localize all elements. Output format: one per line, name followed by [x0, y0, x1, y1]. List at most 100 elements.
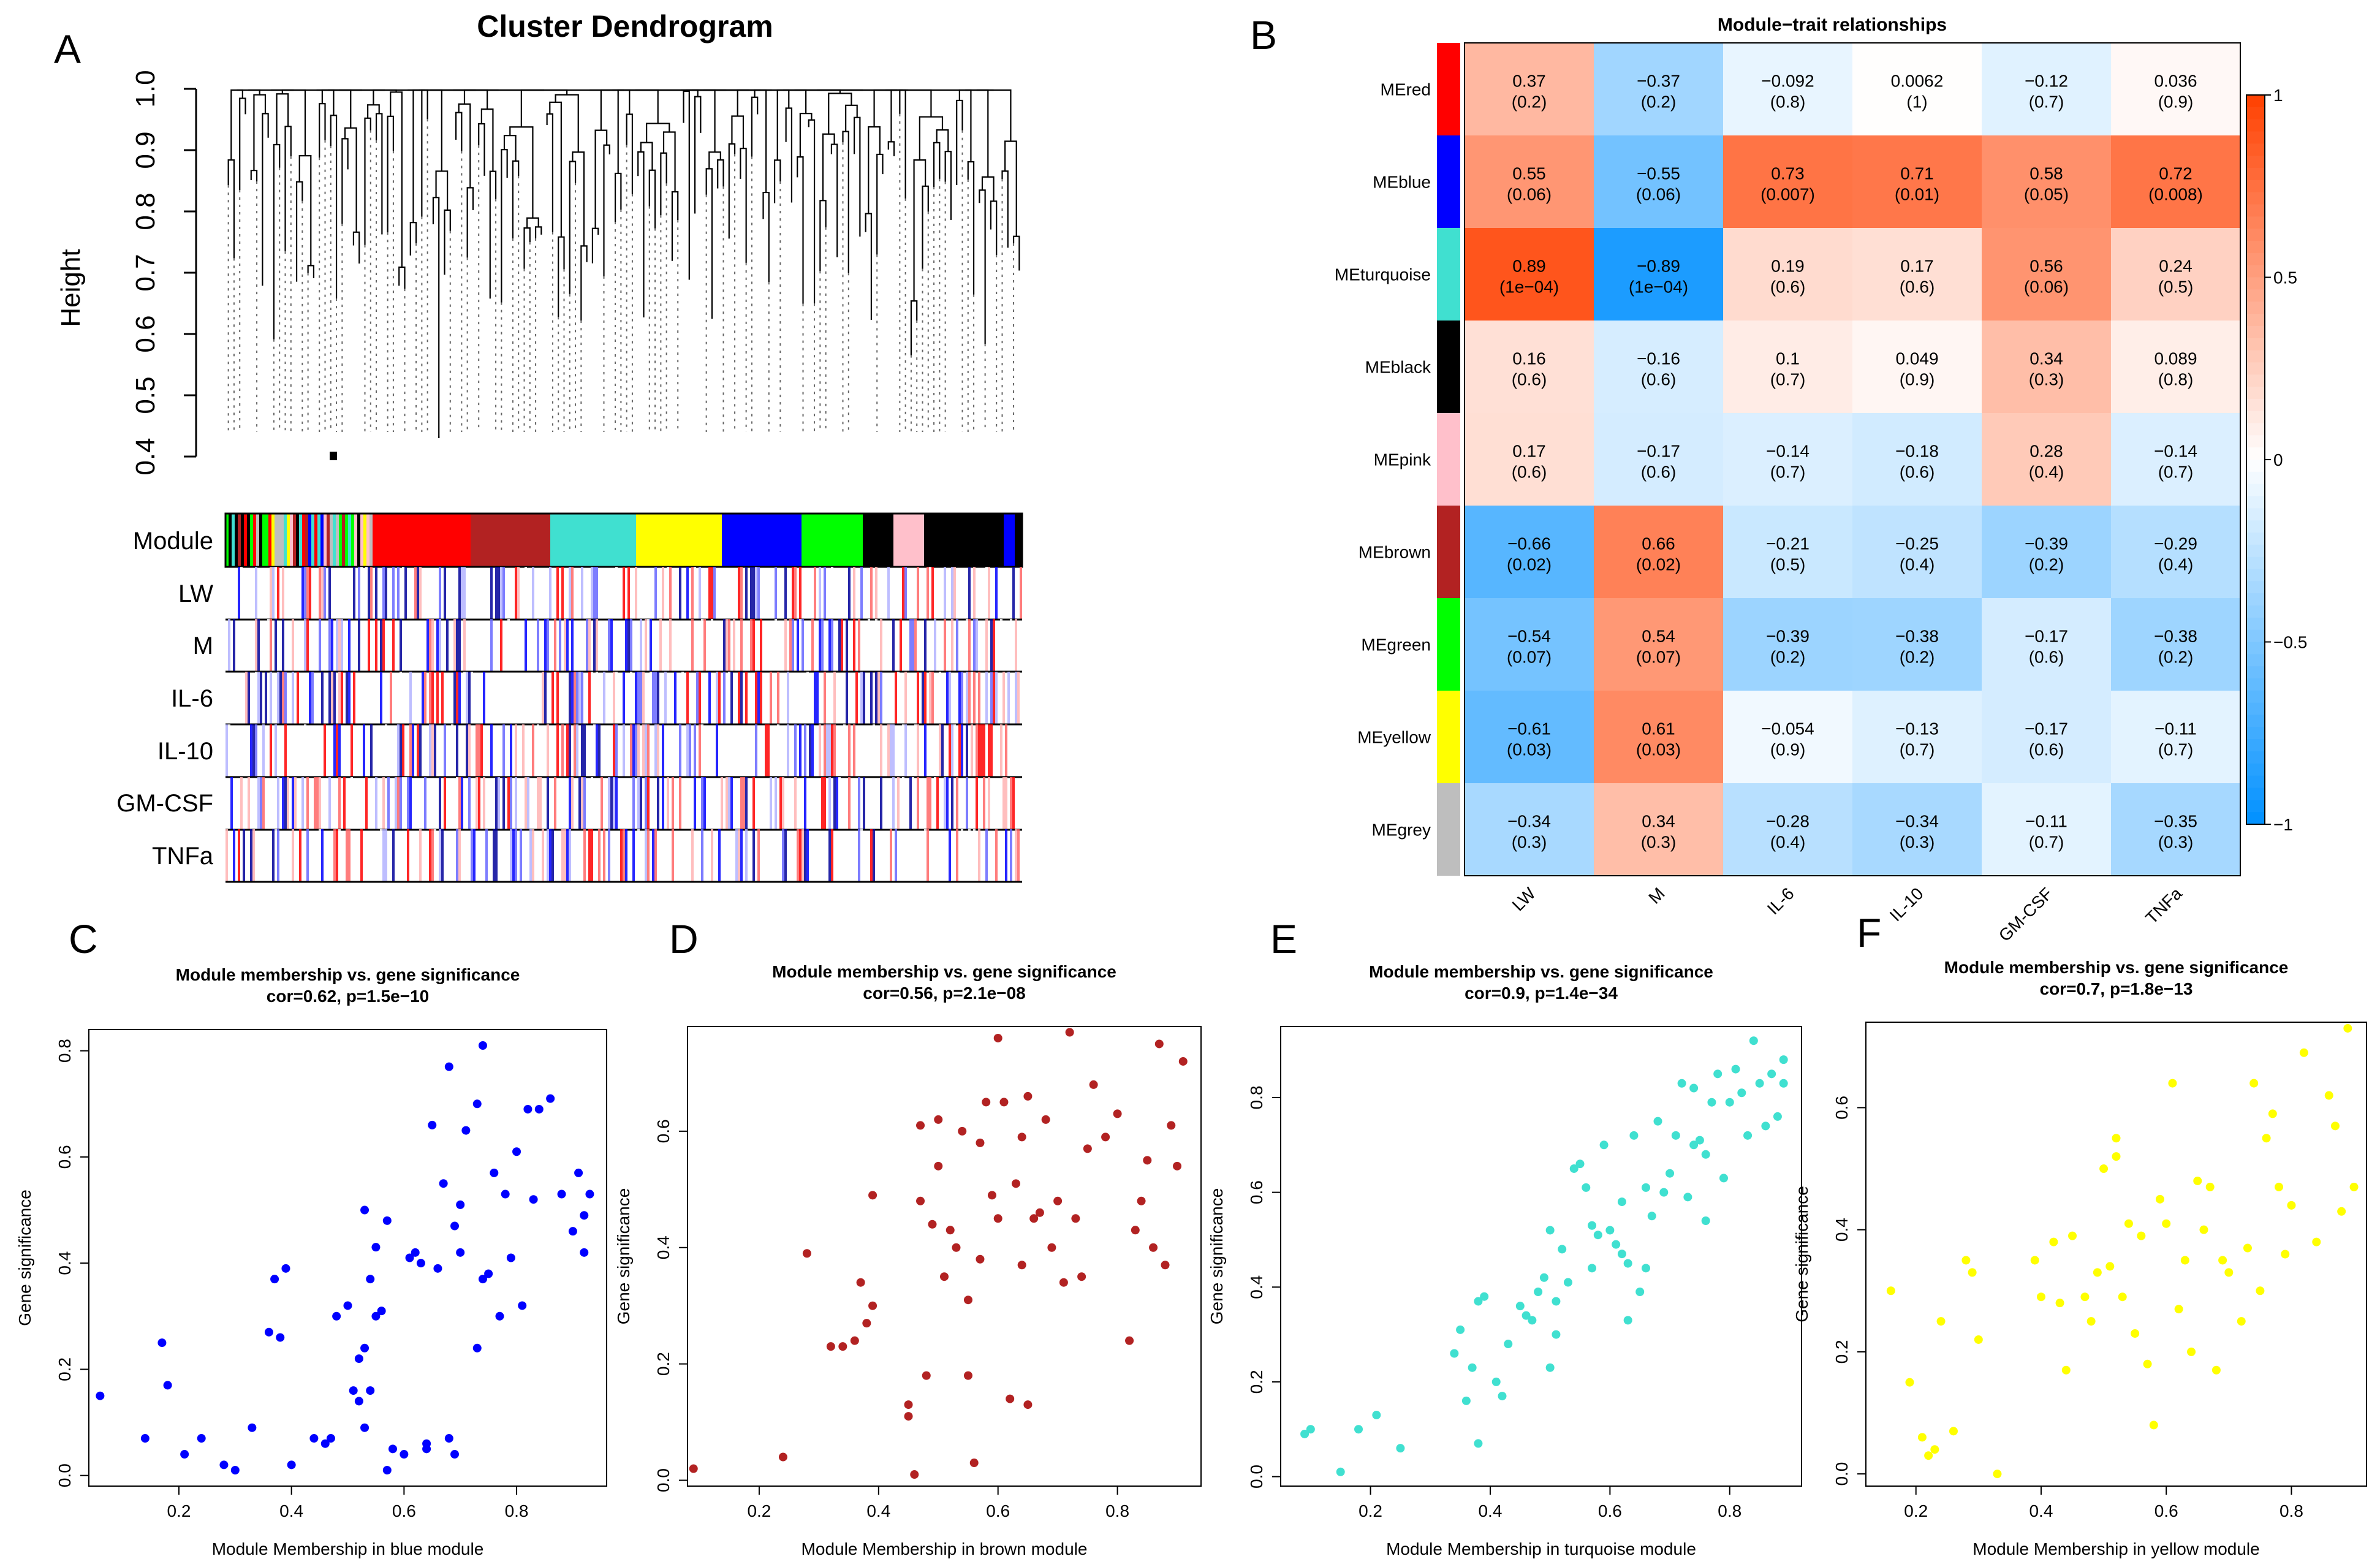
trait-stripe	[392, 619, 395, 672]
scatter-point	[1450, 1349, 1459, 1358]
trait-stripe	[549, 567, 551, 620]
trait-stripe	[238, 829, 240, 882]
dendrogram-branch	[640, 142, 653, 170]
trait-stripe	[365, 777, 368, 830]
trait-stripe	[495, 567, 498, 620]
trait-stripe	[380, 619, 382, 672]
trait-stripe	[576, 724, 578, 777]
scatter-point	[1041, 1115, 1050, 1124]
heatmap-row-label: MEblack	[1365, 358, 1431, 377]
dendrogram-branch	[600, 89, 624, 131]
trait-stripe	[627, 567, 630, 620]
trait-stripe	[802, 619, 804, 672]
y-tick-label: 0.6	[1247, 1180, 1266, 1204]
trait-stripe	[270, 672, 272, 724]
heatmap-cell	[2111, 135, 2240, 228]
scatter-point	[2137, 1231, 2146, 1240]
trait-stripe	[632, 724, 635, 777]
y-tick-label: 0.2	[55, 1357, 74, 1381]
trait-stripe	[453, 619, 456, 672]
trait-stripe	[650, 619, 652, 672]
trait-stripe	[348, 619, 351, 672]
scatter-point	[2256, 1286, 2265, 1296]
scatter-point	[270, 1275, 279, 1284]
scatter-point	[2262, 1134, 2271, 1143]
trait-stripe	[439, 777, 441, 830]
trait-stripe	[537, 619, 539, 672]
trait-stripe	[328, 619, 331, 672]
trait-stripe	[287, 777, 289, 830]
trait-stripe	[615, 567, 618, 620]
heatmap-cell-pvalue: (0.2)	[1641, 93, 1677, 112]
heatmap-cell	[1982, 783, 2111, 876]
trait-stripe	[929, 672, 931, 724]
trait-stripe	[902, 777, 904, 830]
colorbar-step	[2246, 192, 2265, 205]
trait-stripe	[831, 619, 833, 672]
scatter-point	[2224, 1268, 2234, 1277]
dendrogram-tick-label: 1.0	[131, 70, 161, 107]
trait-stripe	[956, 619, 958, 672]
trait-stripe	[483, 672, 485, 724]
panel-letter-d: D	[669, 916, 699, 962]
trait-stripe	[615, 777, 618, 830]
trait-stripe	[395, 777, 397, 830]
x-tick-label: 0.4	[279, 1501, 303, 1520]
scatter-point	[2187, 1347, 2196, 1356]
scatter-point	[868, 1191, 877, 1200]
trait-stripe	[630, 724, 632, 777]
trait-stripe	[659, 619, 662, 672]
scatter-point	[1552, 1297, 1561, 1306]
scatter-point	[946, 1226, 955, 1235]
heatmap-cell-correlation: −0.17	[1637, 442, 1680, 461]
y-tick-label: 0.4	[55, 1251, 74, 1275]
module-bar-stripe	[336, 514, 339, 567]
y-tick-label: 0.8	[1247, 1086, 1266, 1110]
scatter-point	[2162, 1219, 2171, 1228]
heatmap-cell-correlation: −0.14	[1766, 442, 1810, 461]
dendrogram-branch	[321, 89, 335, 116]
colorbar-step	[2246, 690, 2265, 704]
trait-stripe	[502, 567, 505, 620]
trait-stripe	[456, 672, 458, 724]
dendrogram-branch	[717, 159, 724, 189]
colorbar-step	[2246, 423, 2265, 436]
trait-stripe	[983, 724, 985, 777]
scatter-point	[868, 1301, 877, 1310]
heatmap-cell	[1594, 228, 1723, 321]
trait-stripe	[282, 619, 284, 672]
trait-stripe	[929, 567, 931, 620]
heatmap-cell-correlation: 0.17	[1512, 442, 1546, 461]
heatmap-cell-correlation: 0.73	[1771, 164, 1805, 183]
trait-stripe	[968, 567, 971, 620]
trait-stripe	[711, 567, 713, 620]
trait-stripe	[728, 672, 730, 724]
colorbar-step	[2246, 569, 2265, 582]
heatmap-cell-correlation: −0.39	[1766, 627, 1810, 646]
dendrogram-branch	[526, 217, 539, 228]
trait-stripe	[985, 724, 988, 777]
trait-stripe	[515, 777, 517, 830]
dendrogram-branch	[967, 161, 975, 295]
scatter-point	[1659, 1188, 1669, 1197]
dendrogram-branch	[569, 161, 577, 294]
x-tick-label: 0.6	[986, 1501, 1010, 1520]
module-bar-stripe	[262, 514, 265, 567]
dendrogram-branch	[740, 148, 747, 263]
module-bar-stripe	[299, 514, 302, 567]
dendrogram-branch	[435, 170, 449, 210]
trait-stripe	[578, 672, 581, 724]
trait-stripe	[402, 724, 404, 777]
trait-stripe	[284, 777, 287, 830]
dendrogram-tick-label: 0.6	[131, 315, 161, 352]
trait-stripe	[500, 619, 502, 672]
trait-stripe	[924, 724, 927, 777]
trait-stripe	[1015, 829, 1017, 882]
trait-stripe	[853, 567, 855, 620]
trait-stripe	[240, 777, 243, 830]
trait-stripe	[637, 672, 640, 724]
trait-stripe	[958, 672, 961, 724]
module-bar-stripe	[314, 514, 317, 567]
heatmap-column-label: TNFa	[2142, 884, 2186, 928]
